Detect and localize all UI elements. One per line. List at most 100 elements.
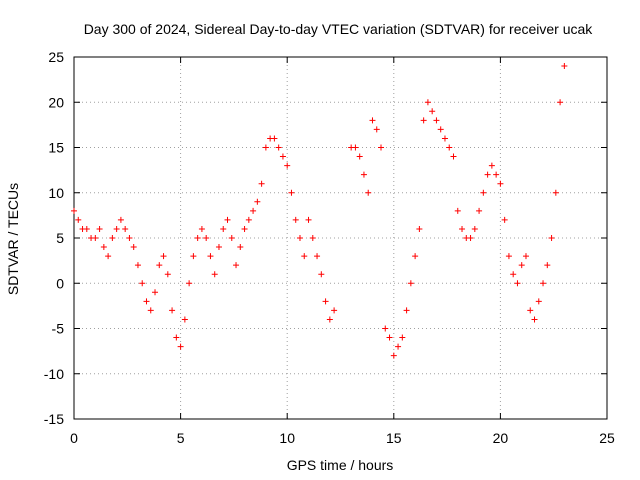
data-point [437,126,444,133]
data-point [535,298,542,305]
axis-ticks: 0 5 10 15 20 25 -15 -10 -5 0 5 10 15 20 25 [44,49,615,446]
data-point [83,225,90,232]
data-point [233,262,240,269]
data-point [105,253,112,260]
data-point [548,235,555,241]
x-tick-label: 10 [279,430,295,446]
data-point [279,153,286,160]
x-axis-label: GPS time / hours [287,457,394,473]
chart-title: Day 300 of 2024, Sidereal Day-to-day VTE… [84,21,594,37]
data-point [459,225,466,232]
data-point [433,117,440,124]
data-point [100,244,107,251]
data-point [467,235,474,241]
data-point [378,144,385,151]
data-point [395,343,402,350]
data-point [237,244,244,251]
data-point [365,189,372,196]
data-point [424,99,431,106]
data-point [488,162,495,169]
data-point [224,216,231,223]
grid-lines [74,57,607,419]
data-point [416,225,423,232]
data-point [292,216,299,223]
data-point [198,225,205,232]
data-point [322,298,329,305]
data-point [152,289,159,296]
data-point [420,117,427,124]
data-point [160,253,167,260]
data-point [250,207,257,214]
data-point [194,235,201,241]
data-point [369,117,376,124]
data-point [173,334,180,341]
data-point [245,216,252,223]
data-point [441,135,448,142]
data-point [147,307,154,314]
data-point [514,280,521,287]
data-point [497,180,504,187]
data-point [177,343,184,350]
data-point [271,135,278,142]
data-point [412,253,419,260]
data-point [373,126,380,133]
data-point [407,280,414,287]
data-point [134,262,141,269]
data-point [476,207,483,214]
data-point [531,316,538,323]
data-point [258,180,265,187]
y-tick-label: -15 [44,411,64,427]
data-point [390,352,397,359]
data-point [446,144,453,151]
data-point [305,216,312,223]
data-point [484,171,491,178]
data-point [356,153,363,160]
y-tick-label: -5 [52,321,65,337]
y-tick-label: 5 [56,230,64,246]
data-point [113,225,120,232]
data-point [522,253,529,260]
data-point [505,253,512,260]
data-point [241,225,248,232]
data-point [510,271,517,278]
data-point [296,235,303,241]
data-point [203,235,210,241]
x-tick-label: 0 [70,430,78,446]
data-point [186,280,193,287]
data-point [169,307,176,314]
data-point [318,271,325,278]
data-point [352,144,359,151]
data-point [109,235,116,241]
data-point [331,307,338,314]
data-point [156,262,163,269]
data-point [386,334,393,341]
data-point [493,171,500,178]
data-point [288,189,295,196]
data-point [254,198,261,205]
data-point [454,207,461,214]
data-point [518,262,525,269]
data-point [382,325,389,332]
data-point [139,280,146,287]
data-point [262,144,269,151]
y-tick-label: 20 [48,94,64,110]
x-tick-label: 25 [599,430,615,446]
data-point [403,307,410,314]
y-tick-label: -10 [44,366,64,382]
data-point [429,108,436,115]
data-point [399,334,406,341]
data-point [207,253,214,260]
data-point [471,225,478,232]
data-point [540,280,547,287]
data-point [164,271,171,278]
data-point [92,235,99,241]
data-point [220,225,227,232]
data-point [301,253,308,260]
y-tick-label: 10 [48,185,64,201]
y-tick-label: 25 [48,49,64,65]
data-point [544,262,551,269]
x-tick-label: 20 [493,430,509,446]
data-point [190,253,197,260]
data-point [211,271,218,278]
